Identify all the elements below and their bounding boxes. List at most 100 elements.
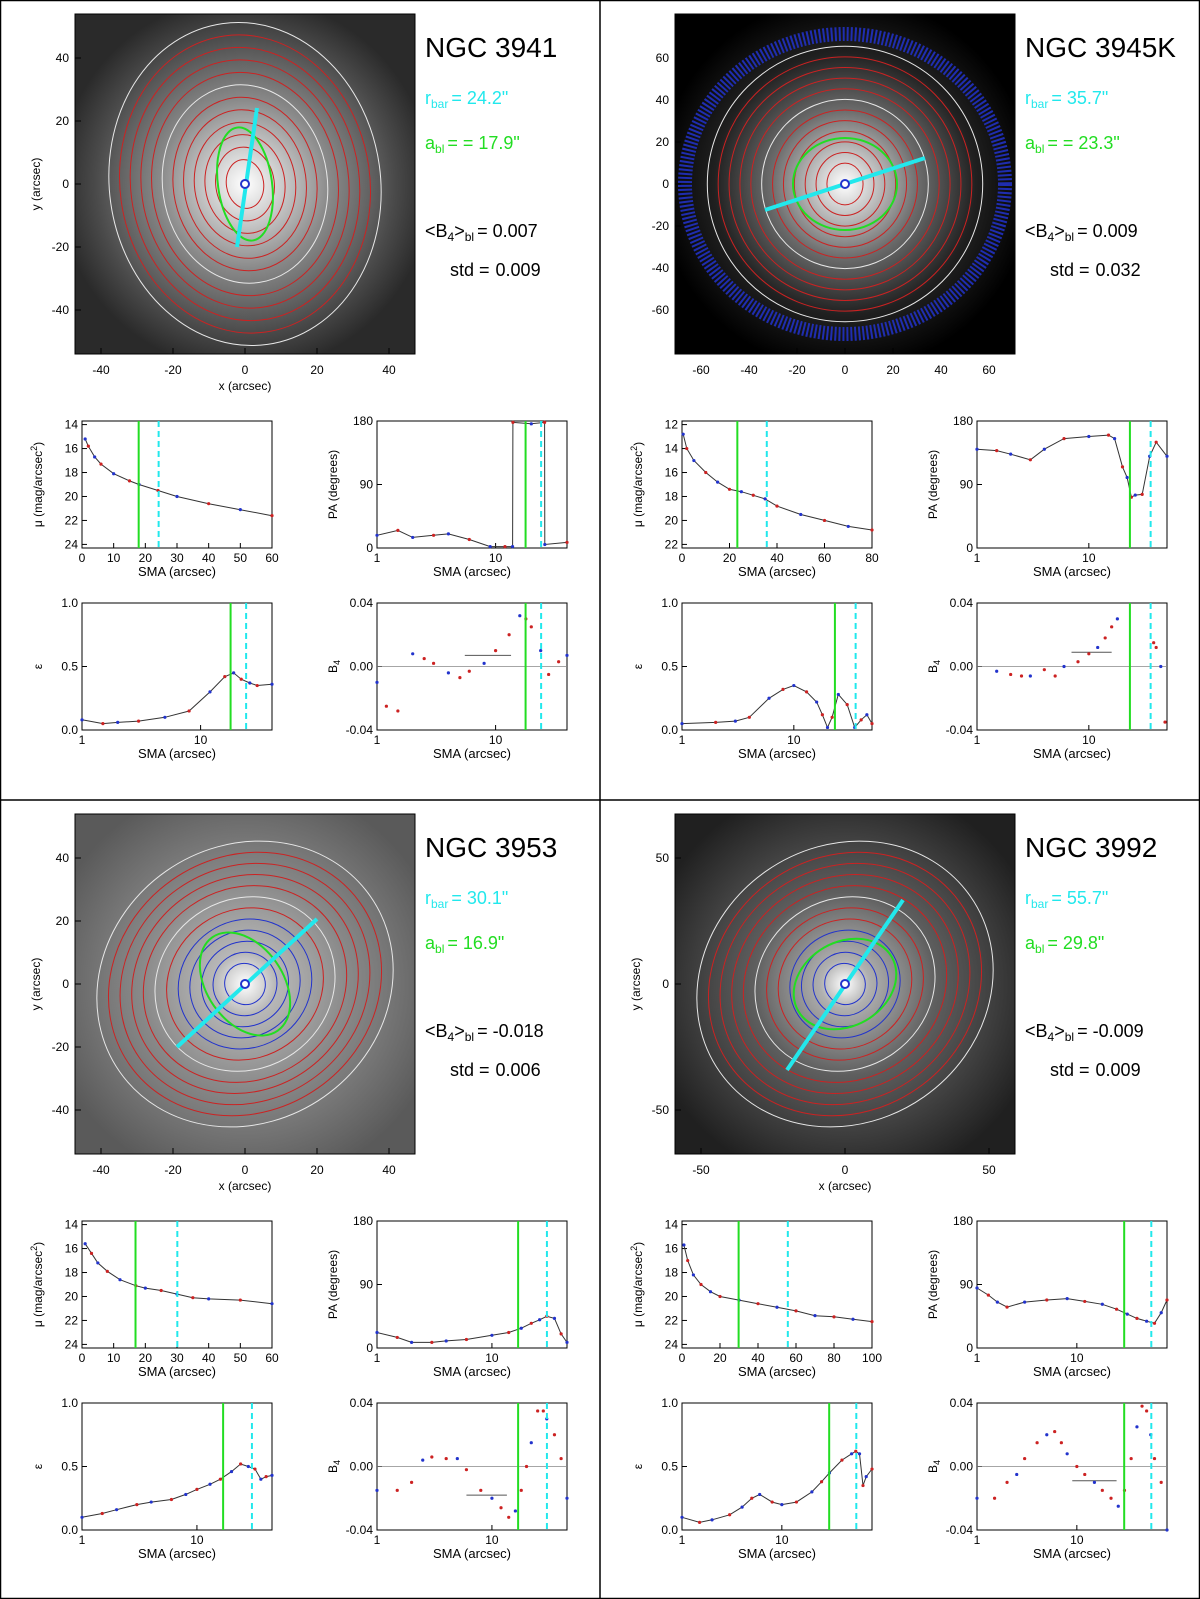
isophote-contour <box>142 885 348 1083</box>
profile-point <box>1028 458 1032 462</box>
x-tick-label: 0 <box>679 551 686 565</box>
b4-point <box>455 1456 459 1461</box>
profile-point <box>865 713 869 717</box>
profile-point <box>710 1518 714 1522</box>
x-tick-label: 10 <box>107 551 121 565</box>
isophote-contour <box>200 940 290 1028</box>
profile-point <box>794 1309 798 1313</box>
b4-point <box>539 649 543 653</box>
profile-point <box>149 1500 153 1504</box>
x-tick-label: 20 <box>139 551 153 565</box>
profile-point <box>175 494 179 499</box>
b4-point <box>1045 1433 1049 1437</box>
x-tick-label: 50 <box>234 1351 248 1365</box>
isophote-contour <box>96 840 394 1128</box>
profile-point <box>1159 1311 1163 1315</box>
profile-point <box>1065 1297 1069 1301</box>
profile-plot-mu: 14 16 18 20 22 240 20 40 60 80 100 SMA (arcsec) μ (m… <box>629 1218 882 1379</box>
profile-point <box>191 1296 195 1300</box>
y-tick-label: 20 <box>65 1289 79 1303</box>
profile-curve <box>682 434 873 531</box>
y-tick-label: 90 <box>960 478 974 492</box>
b4-point <box>384 704 388 708</box>
y-tick-label: 18 <box>665 1266 679 1280</box>
y-axis-label-sub: 4 <box>332 1460 342 1465</box>
profile-point <box>248 681 252 685</box>
isophote-contour <box>754 896 936 1072</box>
y-tick-label: 22 <box>665 1313 679 1327</box>
b4-point <box>518 614 522 618</box>
y-tick-label: 0.5 <box>61 660 78 674</box>
profile-point <box>187 709 191 713</box>
b4-point <box>1005 1480 1009 1484</box>
b4-point <box>422 656 426 661</box>
profile-point <box>270 1473 274 1477</box>
a-bl-value: = 16.9" <box>447 933 504 953</box>
image-x-tick-label: 0 <box>842 363 849 377</box>
image-x-tick-label: 20 <box>886 363 900 377</box>
y-tick-label: 20 <box>665 1289 679 1303</box>
y-axis-label: B4 <box>326 1460 342 1473</box>
profile-point <box>830 715 834 719</box>
profile-point <box>704 470 708 475</box>
y-tick-label: 22 <box>65 1313 79 1327</box>
profile-point <box>775 1305 779 1309</box>
b4-bracket: > <box>1054 1021 1065 1041</box>
image-y-axis-label: y (arcsec) <box>29 158 43 211</box>
b4-point <box>1062 664 1066 669</box>
galaxy-image: -60 -40 -20 0 20 40 60 60 40 20 0 -20 -40 -60 <box>652 13 1016 377</box>
y-tick-label: 24 <box>65 537 79 551</box>
isophote-contour <box>696 840 994 1128</box>
profile-plot-mu: 14 16 18 20 22 240 10 20 30 40 50 60 SMA (arcsec) μ (… <box>29 1218 279 1379</box>
profile-point <box>444 1339 448 1343</box>
b4-point <box>1028 674 1032 678</box>
image-y-tick-label: 0 <box>662 177 669 191</box>
profile-point <box>1114 1307 1119 1311</box>
isophote-contour <box>782 120 908 248</box>
profile-point <box>93 455 97 459</box>
b4-point <box>1009 672 1013 677</box>
contour-group <box>96 840 394 1128</box>
b4-point <box>1019 674 1024 678</box>
x-tick-label: 10 <box>489 733 503 747</box>
image-y-tick-label: 50 <box>656 851 670 865</box>
profile-point <box>116 720 120 724</box>
b4-point <box>1163 720 1167 724</box>
x-tick-label: 40 <box>770 551 784 565</box>
isophote-contour <box>107 851 383 1117</box>
b4-point <box>1103 636 1107 640</box>
b4-mean-label: <B4>bl = 0.009 <box>1025 221 1138 244</box>
x-tick-label: 20 <box>139 1351 153 1365</box>
b4-point <box>559 1456 563 1461</box>
x-tick-label: 40 <box>202 1351 216 1365</box>
y-axis-label: PA (degrees) <box>326 450 340 519</box>
y-tick-label: 0.0 <box>661 1523 678 1537</box>
x-tick-label: 10 <box>485 1351 499 1365</box>
profile-point <box>854 1449 858 1453</box>
profile-point <box>264 1475 268 1479</box>
image-y-tick-label: -50 <box>652 1103 670 1117</box>
y-axis-label-sub: 4 <box>932 660 942 665</box>
isophote-contour <box>706 45 984 323</box>
b4-point <box>1059 1441 1063 1445</box>
isophote-contour <box>826 162 864 206</box>
image-x-tick-label: 20 <box>310 1163 324 1177</box>
b4-point <box>1042 668 1046 672</box>
x-axis-label: SMA (arcsec) <box>433 1364 511 1379</box>
profile-point <box>995 449 999 453</box>
a-bl-subscript: bl <box>1035 142 1044 156</box>
b4-point <box>524 1464 529 1469</box>
isophote-contour <box>204 134 286 234</box>
b4-point <box>444 1456 448 1461</box>
b4-point <box>1053 674 1057 678</box>
x-tick-label: 1 <box>374 733 381 747</box>
profile-point <box>747 715 751 719</box>
b4-point <box>1154 645 1158 650</box>
image-y-tick-label: 60 <box>656 51 670 65</box>
profile-point <box>208 1482 212 1486</box>
isophote-contour <box>728 67 962 301</box>
profile-point <box>767 696 771 700</box>
nucleus-marker <box>240 179 250 189</box>
y-tick-label: 20 <box>65 489 79 503</box>
